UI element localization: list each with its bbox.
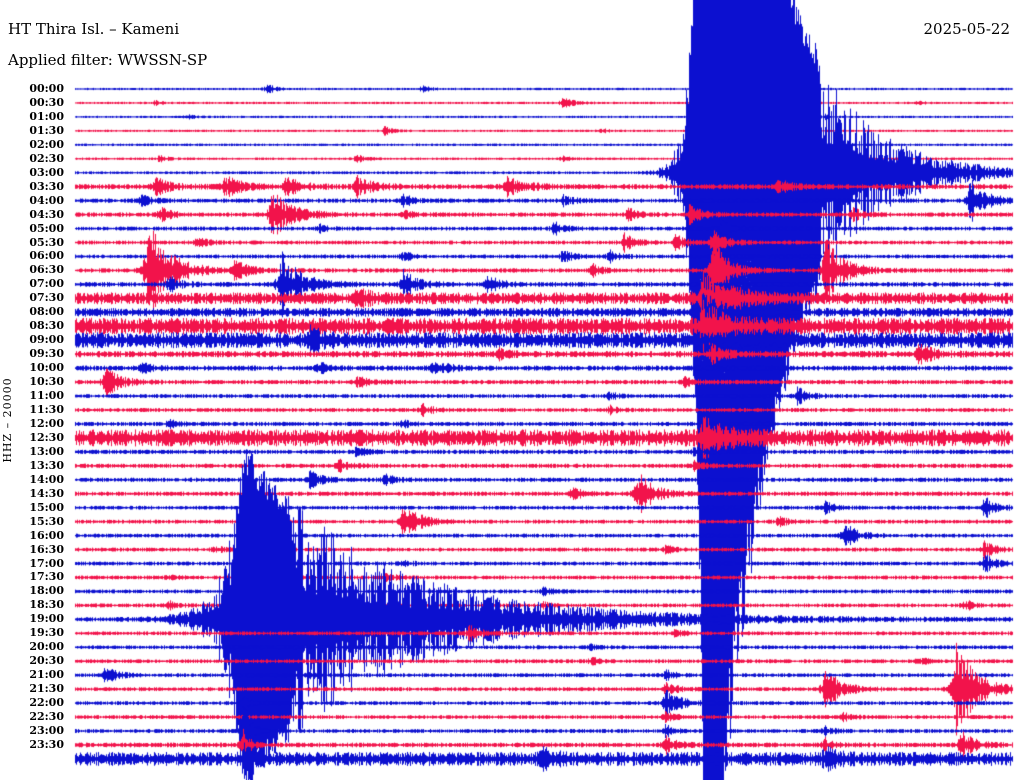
row-time-label: 04:30: [29, 207, 64, 221]
row-time-label: 18:00: [29, 584, 64, 598]
row-time-label: 17:30: [29, 570, 64, 584]
row-time-label: 22:30: [29, 710, 64, 724]
row-time-label: 18:30: [29, 598, 64, 612]
row-time-label: 04:00: [29, 193, 64, 207]
applied-filter-label: Applied filter: WWSSN-SP: [8, 51, 208, 69]
row-time-label: 19:00: [29, 612, 64, 626]
row-time-label: 03:00: [29, 165, 64, 179]
row-time-label: 23:30: [29, 737, 64, 751]
row-time-label: 11:00: [29, 389, 64, 403]
row-time-label: 06:00: [29, 249, 64, 263]
row-time-label: 12:30: [29, 430, 64, 444]
station-title: HT Thira Isl. – Kameni: [8, 20, 180, 38]
row-time-label: 23:00: [29, 724, 64, 738]
row-time-label: 02:30: [29, 151, 64, 165]
row-time-label: 21:00: [29, 668, 64, 682]
row-time-label: 10:30: [29, 375, 64, 389]
row-time-label: 09:30: [29, 347, 64, 361]
record-date: 2025-05-22: [923, 20, 1010, 38]
row-time-label: 20:30: [29, 654, 64, 668]
row-time-label: 17:00: [29, 556, 64, 570]
row-time-label: 01:00: [29, 109, 64, 123]
row-time-label: 13:30: [29, 458, 64, 472]
row-time-label: 10:00: [29, 361, 64, 375]
row-time-label: 00:30: [29, 95, 64, 109]
row-time-label: 03:30: [29, 179, 64, 193]
row-time-label: 15:30: [29, 514, 64, 528]
row-time-label: 22:00: [29, 696, 64, 710]
row-time-label: 13:00: [29, 444, 64, 458]
row-time-label: 19:30: [29, 626, 64, 640]
row-time-label: 14:00: [29, 472, 64, 486]
row-time-label: 16:00: [29, 528, 64, 542]
row-time-label: 07:00: [29, 277, 64, 291]
row-time-label: 15:00: [29, 500, 64, 514]
row-time-label: 14:30: [29, 486, 64, 500]
row-time-label: 00:00: [29, 82, 64, 95]
row-time-label: 08:00: [29, 305, 64, 319]
row-time-label: 16:30: [29, 542, 64, 556]
row-time-label: 05:00: [29, 221, 64, 235]
row-time-label: 07:30: [29, 291, 64, 305]
row-time-label: 11:30: [29, 403, 64, 416]
row-time-label: 02:00: [29, 137, 64, 151]
row-time-label: 06:30: [29, 263, 64, 277]
row-time-label: 20:00: [29, 640, 64, 654]
row-time-label: 01:30: [29, 123, 64, 137]
row-time-label: 12:00: [29, 416, 64, 430]
row-time-label: 21:30: [29, 682, 64, 696]
row-time-label: 08:30: [29, 319, 64, 333]
row-time-label: 05:30: [29, 235, 64, 249]
row-time-label: 09:00: [29, 333, 64, 347]
